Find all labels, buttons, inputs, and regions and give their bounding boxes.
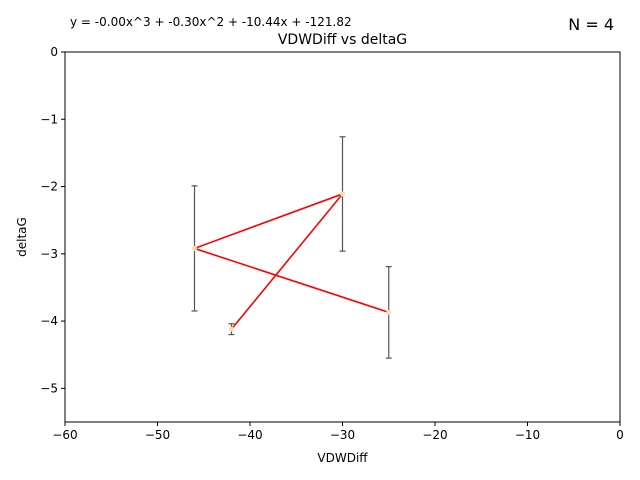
count-label: N = 4 <box>568 15 614 34</box>
y-tick-label: −5 <box>40 381 58 395</box>
y-tick-label: −3 <box>40 247 58 261</box>
x-tick-label: −60 <box>52 428 77 442</box>
y-tick-label: 0 <box>50 45 58 59</box>
data-point <box>192 245 197 251</box>
data-point <box>229 326 234 332</box>
chart-title: VDWDiff vs deltaG <box>278 32 407 48</box>
x-tick-label: −30 <box>330 428 355 442</box>
x-tick-label: −40 <box>237 428 262 442</box>
series-line <box>192 192 390 330</box>
y-tick-label: −2 <box>40 180 58 194</box>
y-axis-label: deltaG <box>15 217 29 257</box>
x-axis-label: VDWDiff <box>317 451 368 465</box>
x-tick-label: −50 <box>145 428 170 442</box>
data-point <box>340 191 345 197</box>
data-point <box>386 309 392 315</box>
x-tick-label: −10 <box>515 428 540 442</box>
equation-label: y = -0.00x^3 + -0.30x^2 + -10.44x + -121… <box>70 15 352 29</box>
y-tick-label: −1 <box>40 112 58 126</box>
x-tick-label: 0 <box>616 428 624 442</box>
x-tick-label: −20 <box>422 428 447 442</box>
y-tick-label: −4 <box>40 314 58 328</box>
plot-area: −60 −50 −40 −30 −20 −10 0 0 −1 −2 −3 −4 −5 <box>40 45 624 442</box>
